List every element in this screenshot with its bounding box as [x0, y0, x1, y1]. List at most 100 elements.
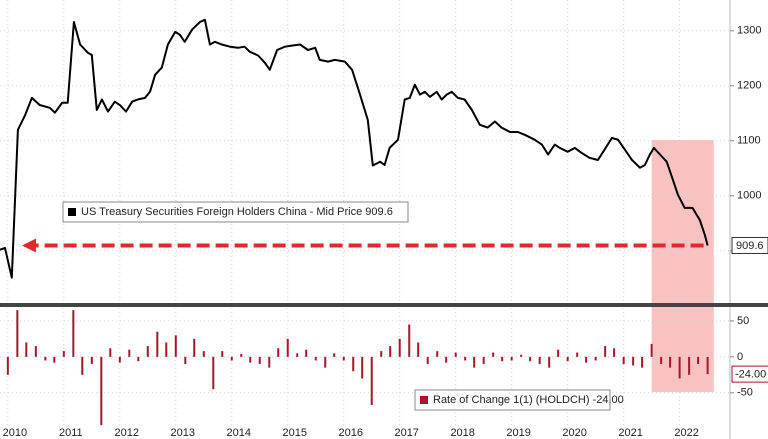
- bar: [277, 348, 280, 357]
- bar: [184, 356, 187, 365]
- bar: [641, 356, 644, 368]
- bar: [305, 349, 308, 357]
- bar: [520, 354, 523, 357]
- bar: [44, 356, 47, 361]
- bar: [361, 356, 364, 379]
- x-tick-label: 2013: [171, 427, 195, 439]
- x-tick-label: 2015: [283, 427, 307, 439]
- bar: [342, 356, 345, 361]
- bar: [202, 351, 205, 357]
- bar: [398, 338, 401, 357]
- y-tick-label: 0: [737, 351, 743, 363]
- legend-text: US Treasury Securities Foreign Holders C…: [81, 206, 393, 218]
- y-tick-label: 1200: [737, 80, 761, 92]
- legend-swatch: [68, 208, 76, 216]
- bar: [473, 356, 476, 368]
- bar: [156, 331, 159, 357]
- bar: [174, 335, 177, 357]
- bar: [604, 346, 607, 357]
- legend: Rate of Change 1(1) (HOLDCH) -24.00: [414, 389, 624, 411]
- bar: [90, 356, 93, 365]
- bar: [622, 356, 625, 365]
- x-tick-label: 2010: [3, 427, 27, 439]
- bar: [6, 356, 9, 375]
- legend-name: US Treasury Securities Foreign Holders C…: [81, 206, 362, 218]
- bar: [706, 356, 709, 375]
- price-line: [0, 18, 709, 279]
- bar: [660, 356, 663, 365]
- last-value-label: 909.6: [736, 240, 764, 252]
- legend-text: Rate of Change 1(1) (HOLDCH) -24.00: [433, 394, 624, 406]
- bar: [650, 343, 653, 357]
- x-tick-label: 2014: [227, 427, 251, 439]
- bar: [221, 351, 224, 357]
- last-value-label: -24.00: [735, 369, 766, 381]
- bar: [25, 342, 28, 357]
- bar: [118, 356, 121, 363]
- x-tick-label: 2020: [562, 427, 586, 439]
- bar: [389, 346, 392, 357]
- legend-swatch: [420, 396, 428, 404]
- y-tick-label: -50: [737, 387, 753, 399]
- x-tick-label: 2011: [59, 427, 83, 439]
- bar: [697, 356, 700, 365]
- bar: [16, 310, 19, 357]
- bar: [576, 352, 579, 357]
- bar: [510, 356, 513, 361]
- bar: [100, 356, 103, 426]
- bar: [249, 356, 252, 363]
- bar: [445, 356, 448, 363]
- x-tick-label: 2019: [506, 427, 530, 439]
- y-tick-label: 1000: [737, 190, 761, 202]
- bar: [632, 356, 635, 366]
- highlight-region: [651, 140, 714, 392]
- y-tick-label: 1300: [737, 25, 761, 37]
- bar: [426, 356, 429, 365]
- bar: [165, 342, 168, 357]
- legend-value: 909.6: [365, 206, 393, 218]
- x-tick-label: 2021: [618, 427, 642, 439]
- x-tick-label: 2016: [338, 427, 362, 439]
- bar: [109, 348, 112, 357]
- bar: [81, 356, 84, 375]
- bar: [594, 356, 597, 361]
- bar: [296, 353, 299, 357]
- bar: [678, 356, 681, 379]
- last-value-box: [731, 236, 768, 254]
- bar: [146, 346, 149, 357]
- bar: [529, 356, 532, 362]
- bar: [268, 356, 271, 368]
- x-tick-label: 2022: [674, 427, 698, 439]
- bar: [370, 356, 373, 406]
- panel-separator: [0, 303, 768, 307]
- bar: [324, 356, 327, 368]
- bar: [352, 356, 355, 372]
- bar: [72, 310, 75, 357]
- bar: [436, 351, 439, 357]
- bar: [492, 352, 495, 357]
- bar: [501, 356, 504, 362]
- legend-value: -24.00: [593, 394, 624, 406]
- bar: [286, 338, 289, 357]
- bar: [688, 356, 691, 375]
- bar: [408, 324, 411, 357]
- bar: [464, 356, 467, 361]
- last-value-box: [731, 365, 768, 383]
- bar: [258, 356, 261, 365]
- bar: [454, 352, 457, 357]
- x-tick-label: 2012: [115, 427, 139, 439]
- arrow-head: [22, 238, 36, 253]
- bar: [482, 356, 485, 365]
- bar: [417, 342, 420, 357]
- bar: [548, 356, 551, 368]
- bar: [193, 338, 196, 357]
- bar: [566, 356, 569, 362]
- y-tick-label: 50: [737, 315, 749, 327]
- y-tick-label: 1100: [737, 135, 761, 147]
- bar: [230, 356, 233, 361]
- bar: [137, 356, 140, 362]
- legend: US Treasury Securities Foreign Holders C…: [62, 201, 409, 223]
- legend-name: Rate of Change 1(1) (HOLDCH): [433, 394, 590, 406]
- bar: [314, 356, 317, 361]
